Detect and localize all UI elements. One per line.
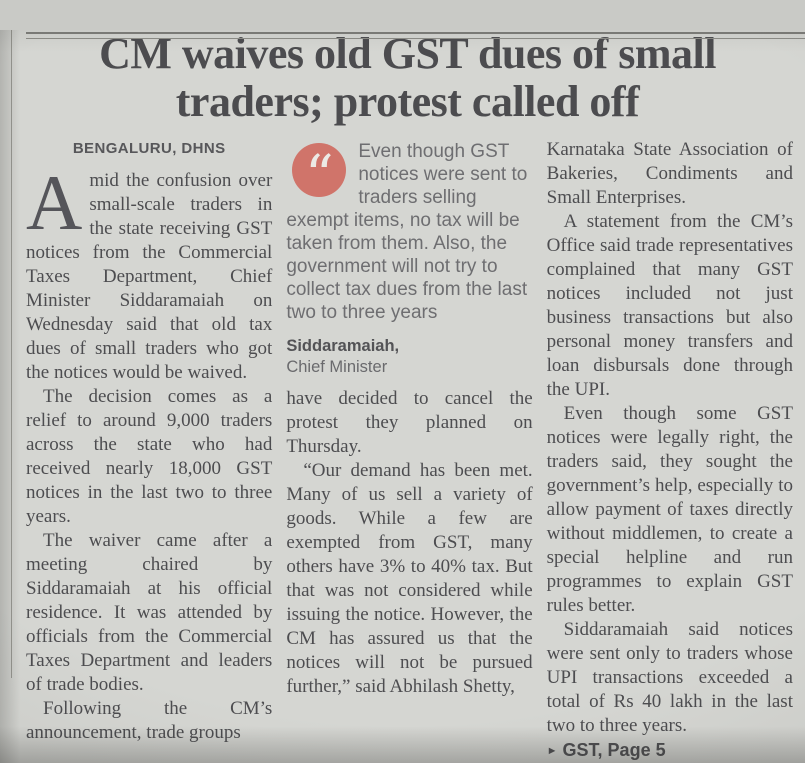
quote-marks-icon: “ <box>292 142 347 204</box>
quote-attribution: Siddaramaiah, Chief Minister <box>286 336 532 377</box>
pointer-arrow-icon: ► <box>546 744 558 757</box>
newspaper-page: CM waives old GST dues of small traders;… <box>0 30 805 763</box>
quote-attribution-title: Chief Minister <box>286 357 388 376</box>
paragraph: Following the CM’s announcement, trade g… <box>26 697 273 743</box>
paragraph: Siddaramaiah said notices were sent only… <box>546 618 793 736</box>
paragraph: The decision comes as a relief to around… <box>26 385 273 527</box>
paragraph: The waiver came after a meeting chaired … <box>26 529 273 695</box>
quote-glyph: “ <box>305 143 334 209</box>
paragraph: “Our demand has been met. Many of us sel… <box>286 460 533 698</box>
top-double-rule <box>26 32 805 39</box>
left-column-rule <box>11 30 12 678</box>
quote-attribution-name: Siddaramaiah, <box>286 336 400 355</box>
paragraph: Karnataka State Association of Bakeries,… <box>546 138 793 208</box>
pull-quote: “ Even though GST notices were sent to t… <box>286 140 532 377</box>
lead-text: mid the confusion over small-scale trade… <box>26 169 273 383</box>
column-3: Karnataka State Association of Bakeries,… <box>547 138 793 761</box>
headline: CM waives old GST dues of small traders;… <box>99 29 716 126</box>
paragraph: Even though some GST notices were legall… <box>546 402 793 616</box>
paragraph: A statement from the CM’s Office said tr… <box>546 210 793 400</box>
see-also-pointer: ► GST, Page 5 <box>547 740 793 761</box>
byline: BENGALURU, DHNS <box>72 139 226 157</box>
pointer-label: GST, Page 5 <box>562 739 666 760</box>
drop-cap: A <box>26 158 83 246</box>
column-2: “ Even though GST notices were sent to t… <box>286 138 532 761</box>
paragraph: have decided to cancel the protest they … <box>286 388 533 458</box>
pull-quote-text: Even though GST notices were sent to tra… <box>286 140 528 323</box>
